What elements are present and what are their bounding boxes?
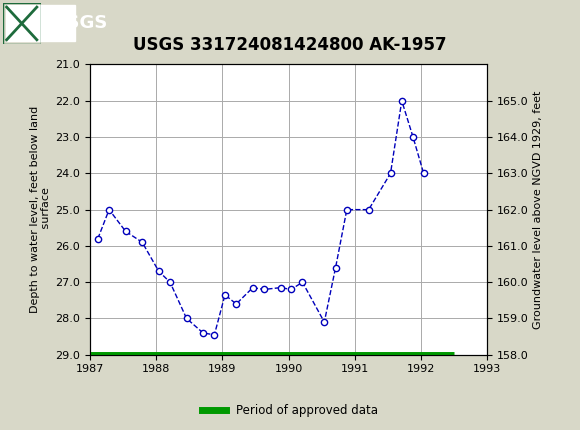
Text: USGS 331724081424800 AK-1957: USGS 331724081424800 AK-1957 — [133, 36, 447, 54]
Y-axis label: Groundwater level above NGVD 1929, feet: Groundwater level above NGVD 1929, feet — [533, 90, 543, 329]
Y-axis label: Depth to water level, feet below land
 surface: Depth to water level, feet below land su… — [30, 106, 51, 313]
FancyBboxPatch shape — [6, 4, 75, 41]
Legend: Period of approved data: Period of approved data — [198, 399, 382, 422]
Text: USGS: USGS — [52, 14, 107, 31]
